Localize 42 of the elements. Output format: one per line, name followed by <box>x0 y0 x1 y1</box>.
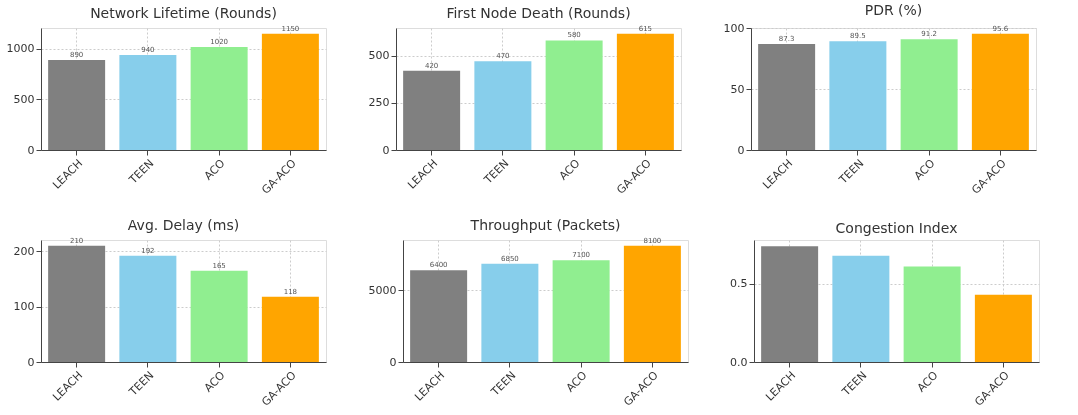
bar <box>474 61 532 150</box>
y-tick-label: 0 <box>27 355 35 369</box>
bar <box>900 39 958 150</box>
bar <box>971 33 1029 150</box>
chart-title: Avg. Delay (ms) <box>127 216 240 233</box>
y-tick-label: 0 <box>27 143 35 157</box>
bar <box>481 263 539 362</box>
y-tick-label: 100 <box>723 21 745 35</box>
y-tick-label: 0 <box>382 143 390 157</box>
bar <box>48 245 106 362</box>
y-tick-label: 200 <box>13 244 35 258</box>
y-tick-label: 0 <box>737 143 745 157</box>
y-tick-label: 100 <box>13 300 35 314</box>
bar <box>623 245 681 362</box>
y-tick-label: 0.0 <box>730 355 748 369</box>
bar <box>758 43 816 150</box>
y-tick-label: 250 <box>368 96 390 110</box>
y-tick-label: 5000 <box>368 283 397 297</box>
bar <box>832 255 890 362</box>
bar <box>119 255 177 362</box>
chart-title: PDR (%) <box>864 2 923 19</box>
bar <box>903 266 961 362</box>
bar <box>829 41 887 150</box>
y-tick-label: 0.5 <box>730 277 748 291</box>
chart-title: First Node Death (Rounds) <box>446 4 631 21</box>
bar <box>761 246 819 362</box>
y-tick-label: 500 <box>368 49 390 63</box>
bar <box>616 33 674 150</box>
bar <box>261 296 319 362</box>
bar <box>552 260 610 362</box>
y-tick-label: 500 <box>13 92 35 106</box>
bar <box>545 40 603 150</box>
bar <box>410 270 468 362</box>
bar <box>403 70 461 150</box>
bar <box>190 270 248 362</box>
y-tick-label: 0 <box>389 355 397 369</box>
y-tick-label: 50 <box>730 82 745 96</box>
chart-title: Network Lifetime (Rounds) <box>90 4 277 21</box>
bar <box>974 294 1032 362</box>
chart-title: Throughput (Packets) <box>469 216 621 233</box>
y-tick-label: 1000 <box>6 42 35 56</box>
chart-title: Congestion Index <box>835 220 958 236</box>
